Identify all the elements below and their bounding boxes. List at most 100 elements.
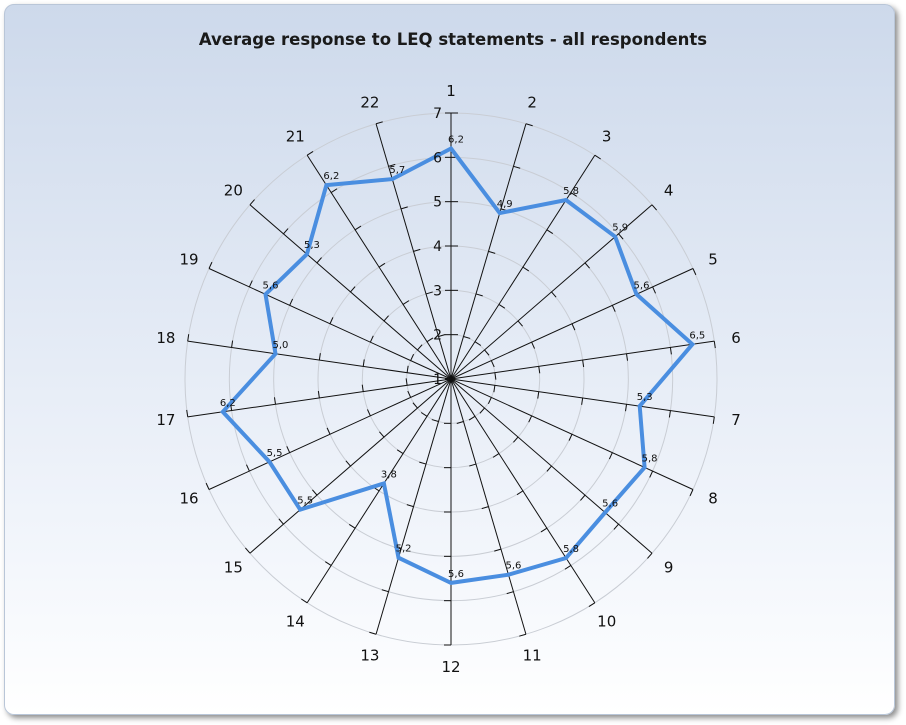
tick-mark (402, 300, 410, 305)
tick-mark (438, 334, 446, 337)
radial-tick-label-3: 3 (433, 283, 442, 299)
value-label-6: 6,5 (689, 330, 705, 341)
value-label-5: 5,6 (634, 280, 650, 291)
tick-mark (488, 250, 496, 254)
axis-label-17: 17 (156, 411, 175, 429)
value-label-18: 5,0 (273, 340, 289, 351)
tick-mark (405, 378, 408, 386)
tick-mark (490, 360, 495, 368)
series-line (220, 145, 696, 585)
radial-tick-label-1: 1 (433, 372, 442, 388)
tick-mark (273, 397, 276, 405)
axis-label-2: 2 (527, 94, 537, 112)
axis-label-8: 8 (708, 490, 718, 508)
axis-label-6: 6 (731, 329, 741, 347)
axis-label-5: 5 (708, 250, 718, 268)
tick-mark (517, 320, 523, 327)
tick-mark (613, 523, 619, 530)
tick-mark (668, 410, 671, 418)
tick-mark (537, 391, 540, 399)
tick-mark (611, 305, 616, 312)
tick-mark (513, 436, 519, 443)
tick-mark (568, 434, 573, 441)
value-label-3: 5,8 (563, 186, 579, 197)
tick-mark (431, 419, 439, 423)
tick-mark (519, 633, 527, 637)
value-label-22: 5,7 (389, 165, 405, 176)
tick-mark (494, 372, 497, 380)
value-label-14: 3,8 (381, 469, 397, 480)
tick-mark (400, 206, 408, 210)
value-label-13: 5,2 (396, 544, 412, 555)
tick-mark (348, 523, 356, 529)
tick-mark (492, 453, 500, 458)
tick-mark (345, 460, 351, 467)
tick-mark (692, 268, 697, 276)
tick-mark (324, 561, 332, 566)
tick-mark (538, 366, 541, 374)
tick-mark (528, 415, 533, 423)
axis-label-4: 4 (664, 181, 674, 199)
tick-mark (383, 315, 389, 322)
tick-mark (588, 602, 596, 607)
value-label-16: 5,5 (267, 448, 283, 459)
tick-mark (286, 446, 291, 453)
tick-mark (652, 286, 656, 294)
value-label-10: 5,8 (563, 544, 579, 555)
tick-mark (187, 334, 190, 342)
tick-mark (330, 188, 338, 193)
tick-mark (249, 199, 255, 206)
tick-mark (546, 465, 552, 472)
tick-mark (362, 359, 365, 367)
tick-mark (289, 298, 294, 306)
tick-mark (369, 335, 374, 343)
tick-mark (498, 303, 506, 309)
tick-mark (406, 365, 409, 373)
axis-label-16: 16 (179, 490, 198, 508)
tick-mark (283, 228, 289, 235)
tick-mark (379, 431, 385, 438)
value-label-12: 5,6 (448, 569, 464, 580)
tick-mark (581, 397, 584, 405)
tick-mark (475, 293, 483, 297)
tick-mark (516, 490, 524, 496)
tick-mark (564, 565, 572, 570)
tick-mark (245, 547, 251, 554)
tick-mark (361, 384, 364, 392)
radar-series (220, 145, 696, 585)
tick-mark (487, 397, 492, 404)
tick-mark (205, 482, 210, 490)
tick-mark (546, 229, 554, 235)
value-label-9: 5,6 (602, 499, 618, 510)
tick-mark (366, 409, 371, 417)
tick-mark (494, 548, 502, 552)
axis-label-12: 12 (441, 658, 460, 676)
tick-mark (406, 504, 414, 508)
radial-tick-label-4: 4 (433, 239, 442, 255)
tick-mark (582, 360, 585, 368)
tick-mark (626, 353, 629, 361)
spoke-18 (187, 340, 452, 380)
tick-mark (329, 317, 334, 324)
tick-mark (186, 409, 189, 417)
tick-mark (412, 402, 418, 409)
value-label-20: 5,3 (304, 240, 320, 251)
tick-mark (474, 341, 482, 346)
radial-tick-label-5: 5 (433, 195, 442, 211)
tick-mark (396, 449, 404, 455)
value-label-7: 5,3 (637, 392, 653, 403)
tick-mark (410, 354, 415, 361)
tick-mark (417, 344, 423, 351)
axis-label-9: 9 (664, 559, 674, 577)
tick-mark (407, 390, 412, 398)
tick-mark (570, 192, 578, 197)
tick-mark (618, 233, 624, 240)
tick-mark (316, 257, 322, 264)
tick-mark (208, 261, 213, 269)
tick-mark (469, 463, 477, 467)
tick-mark (317, 390, 320, 398)
tick-mark (369, 631, 377, 635)
tick-mark (301, 598, 308, 604)
axis-label-22: 22 (360, 94, 379, 112)
